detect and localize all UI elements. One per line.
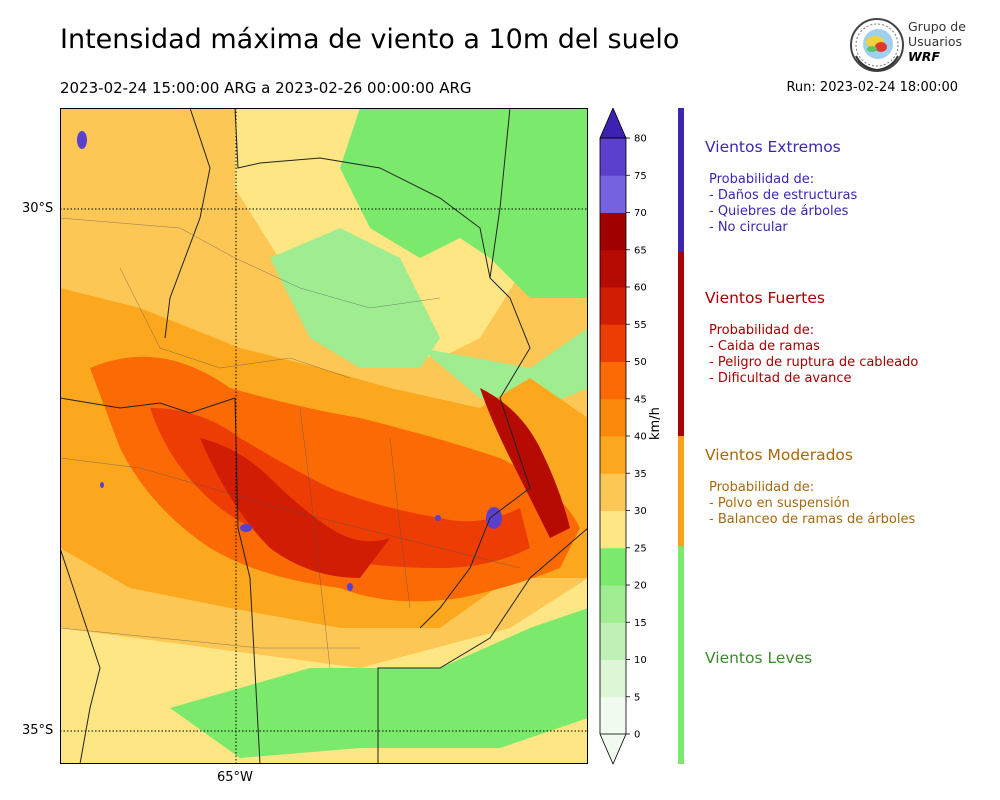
severe-wind-core: [200, 438, 390, 578]
legend-bar-moderate: [678, 436, 684, 546]
colorbar-segment-35: [600, 436, 626, 474]
extreme-cell-1: [77, 131, 87, 149]
colorbar-segment-45: [600, 361, 626, 400]
district-lines-5: [389, 437, 411, 609]
colorbar: 0 5 10 15 20 25 30 35 40 45 50 55 60 65 70 75 80: [599, 108, 647, 766]
colorbar-segment-10: [600, 622, 626, 660]
colorbar-segment-25: [600, 510, 626, 549]
colorbar-segment-55: [600, 287, 626, 325]
border-line-5: [377, 527, 588, 764]
colorbar-tick-label: 20: [634, 581, 647, 592]
legend-strong-lines: Probabilidad de: - Caida de ramas - Peli…: [709, 323, 919, 386]
legend-strong-title: Vientos Fuertes: [705, 289, 825, 307]
low-wind-south: [170, 608, 588, 758]
legend-moderate-lines: Probabilidad de: - Polvo en suspensión -…: [709, 480, 916, 527]
colorbar-tick-label: 75: [634, 171, 647, 182]
legend-bar-strong: [678, 252, 684, 436]
district-lines-6: [60, 627, 360, 649]
colorbar-tick-label: 5: [634, 692, 640, 703]
colorbar-segment-30: [600, 473, 626, 511]
legend-bar-light: [678, 546, 684, 764]
colorbar-tick-label: 35: [634, 469, 647, 480]
extreme-cell-5: [435, 515, 441, 521]
very-strong-wind-core: [150, 408, 530, 568]
severe-wind-core-east: [480, 388, 570, 538]
colorbar-segment-20: [600, 547, 626, 586]
colorbar-min-extension: [599, 733, 627, 766]
colorbar-tick-label: 25: [634, 543, 647, 554]
colorbar-tick-label: 10: [634, 655, 647, 666]
lat-label-30s: 30°S: [22, 201, 54, 216]
border-line-3: [234, 108, 531, 629]
colorbar-tick-label: 70: [634, 208, 647, 219]
border-line-1: [164, 108, 211, 339]
map-frame: [60, 108, 588, 764]
legend-moderate-title: Vientos Moderados: [705, 446, 853, 464]
lon-label-65w: 65°W: [217, 770, 253, 785]
low-wind-center-east: [420, 328, 588, 408]
extreme-cell-4: [347, 583, 353, 591]
colorbar-tick-label: 30: [634, 506, 647, 517]
colorbar-tick-label: 60: [634, 283, 647, 294]
district-lines-1: [60, 217, 441, 309]
colorbar-units: km/h: [648, 407, 663, 440]
colorbar-segment-50: [600, 324, 626, 362]
colorbar-tick-label: 55: [634, 320, 647, 331]
run-timestamp: Run: 2023-02-24 18:00:00: [786, 80, 958, 95]
legend-light-title: Vientos Leves: [705, 649, 813, 667]
colorbar-segment-15: [600, 585, 626, 623]
lat-label-35s: 35°S: [22, 723, 54, 738]
legend-extreme-lines: Probabilidad de: - Daños de estructuras …: [709, 172, 858, 235]
legend-light: Vientos Leves: [705, 649, 812, 667]
forecast-period: 2023-02-24 15:00:00 ARG a 2023-02-26 00:…: [60, 79, 472, 97]
extreme-cell-2: [240, 524, 252, 532]
legend-moderate: Vientos Moderados Probabilidad de: - Pol…: [705, 446, 915, 528]
colorbar-max-extension: [599, 108, 627, 139]
colorbar-segment-5: [600, 659, 626, 698]
legend-extreme: Vientos Extremos Probabilidad de: - Daño…: [705, 138, 857, 236]
border-line-7: [60, 547, 101, 764]
legend-bar-extreme: [678, 108, 684, 252]
colorbar-segment-0: [600, 696, 626, 735]
wrf-logo: Grupo de Usuarios WRF: [848, 16, 973, 76]
colorbar-segment-70: [600, 175, 626, 213]
colorbar-tick-label: 15: [634, 618, 647, 629]
colorbar-tick-label: 0: [634, 730, 640, 741]
colorbar-segment-60: [600, 249, 626, 288]
colorbar-segment-65: [600, 212, 626, 251]
category-color-bar: [678, 108, 684, 764]
colorbar-tick-label: 80: [634, 134, 647, 145]
colorbar-tick-label: 40: [634, 432, 647, 443]
border-line-4: [234, 397, 261, 764]
border-line-6: [489, 108, 511, 279]
legend-strong: Vientos Fuertes Probabilidad de: - Caida…: [705, 289, 918, 387]
colorbar-segment-40: [600, 398, 626, 437]
low-wind-north-east: [340, 108, 588, 298]
colorbar-tick-label: 65: [634, 245, 647, 256]
globe-seal-icon: [850, 18, 904, 72]
extreme-cell-6: [100, 482, 104, 488]
legend-extreme-title: Vientos Extremos: [705, 138, 841, 156]
border-line-2: [60, 397, 236, 414]
colorbar-tick-label: 50: [634, 357, 647, 368]
district-lines-4: [299, 407, 331, 669]
district-lines-2: [119, 267, 351, 379]
map-title: Intensidad máxima de viento a 10m del su…: [60, 24, 680, 55]
district-lines-3: [60, 457, 521, 569]
wind-intensity-map: [60, 108, 588, 764]
low-wind-center: [270, 228, 440, 368]
logo-text: Grupo de Usuarios WRF: [908, 19, 966, 64]
colorbar-segment-75: [600, 138, 626, 176]
colorbar-tick-label: 45: [634, 394, 647, 405]
